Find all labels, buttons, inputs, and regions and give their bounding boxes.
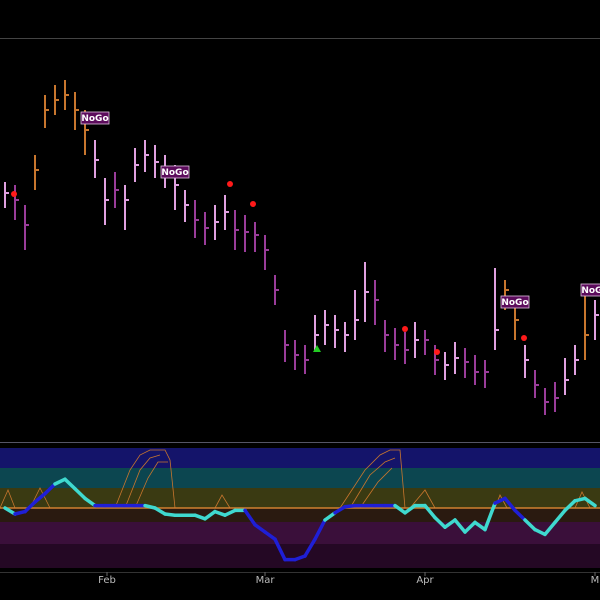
oscillator-segment: [433, 515, 447, 529]
nogo-label-box: [160, 165, 190, 179]
nogo-label: NoGo: [161, 168, 188, 178]
red-dot: [11, 191, 17, 197]
oscillator-segment: [3, 506, 17, 516]
squeeze-ladders: [0, 449, 591, 509]
oscillator-segment: [73, 487, 87, 501]
oscillator-segment: [333, 505, 347, 515]
red-dot: [227, 181, 233, 187]
oscillator-segment: [43, 482, 57, 496]
nogo-label-box: [500, 295, 530, 309]
nogo-label: NoGo: [501, 298, 528, 308]
oscillator-segment: [223, 508, 237, 517]
oscillator-segment: [33, 491, 47, 504]
red-dot: [250, 201, 256, 207]
nogo-label-box: [80, 111, 110, 125]
oscillator-segment: [503, 496, 517, 513]
oscillator-segment: [533, 527, 547, 537]
oscillator-segment: [473, 520, 487, 532]
x-tick-label: M: [591, 575, 600, 586]
oscillator-segment: [463, 520, 477, 534]
oscillator-segment: [583, 496, 597, 508]
oscillator-segment: [523, 518, 537, 532]
oscillator-segment: [443, 518, 457, 529]
oscillator-segment: [563, 499, 577, 513]
band: [0, 468, 600, 488]
oscillator-segment: [553, 508, 567, 525]
oscillator-segment: [53, 477, 67, 486]
oscillator-segment: [303, 537, 317, 558]
oscillator-segment: [323, 511, 337, 522]
band: [0, 488, 600, 508]
oscillator-segment: [393, 503, 407, 515]
oscillator-segment: [203, 509, 217, 521]
oscillator-segment: [63, 477, 77, 491]
band: [0, 522, 600, 544]
red-dot: [521, 335, 527, 341]
oscillator-segment: [293, 554, 307, 562]
oscillator-segment: [193, 513, 207, 521]
oscillator-segment: [453, 518, 467, 534]
red-dot: [434, 349, 440, 355]
nogo-label: NoGo: [81, 114, 108, 124]
oscillator-segment: [513, 508, 527, 522]
oscillator-segment: [423, 503, 437, 520]
oscillator-segment: [263, 530, 277, 541]
nogo-label-box: [580, 283, 600, 297]
x-tick-label: Mar: [256, 575, 276, 586]
oscillator-segment: [543, 520, 557, 537]
oscillator-segment: [153, 506, 167, 516]
oscillator-segment: [313, 518, 327, 541]
oscillator-segment: [253, 523, 267, 534]
oscillator-segment: [23, 500, 37, 514]
oscillator-segment: [83, 496, 97, 508]
oscillator-segment: [483, 501, 497, 532]
green-triangle: [313, 345, 321, 352]
squeeze-ladder: [339, 449, 591, 509]
squeeze-ladder: [0, 449, 231, 509]
band: [0, 508, 600, 522]
x-tick-label: Apr: [416, 575, 434, 586]
oscillator-segment: [403, 503, 417, 515]
red-dot: [402, 326, 408, 332]
oscillator-segment: [243, 508, 257, 527]
oscillator-segment: [213, 509, 227, 517]
band: [0, 448, 600, 468]
oscillator-segment: [273, 537, 287, 562]
nogo-label: NoGo: [581, 286, 600, 296]
oscillator-segment: [493, 496, 507, 505]
x-tick-label: Feb: [98, 575, 116, 586]
